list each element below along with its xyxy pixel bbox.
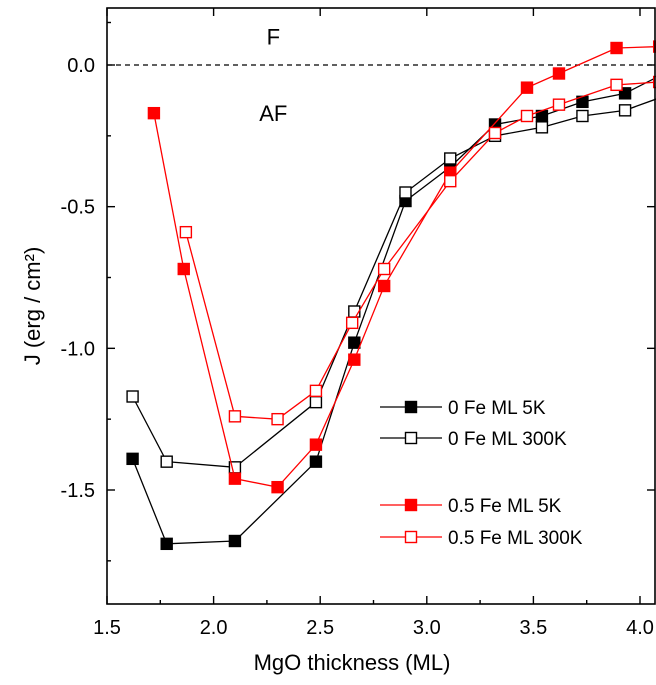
data-point [377,262,391,276]
series-line [185,81,656,420]
data-point [271,412,284,426]
data-point [444,174,457,188]
annotations: F AF [259,25,287,126]
series-1 [126,98,656,474]
y-tick-label: -1.5 [61,480,95,502]
data-point [228,472,242,485]
data-point [348,336,361,349]
data-point [610,78,623,92]
data-point [348,353,361,366]
data-point [126,452,139,466]
ticks: 1.5 2.0 2.5 3.0 3.5 4.0 0.0 -0.5 -1.0 -1.5 [61,8,655,639]
y-tick-label: 0.0 [67,55,95,77]
x-tick-label: 3.0 [413,617,441,639]
legend-entry: 0.5 Fe ML 5K [380,496,562,517]
series-layer [126,40,656,551]
data-point [179,225,193,239]
series-line [131,76,656,545]
series-3 [179,75,656,426]
data-point [271,480,284,494]
data-point [309,455,323,468]
legend-label: 0.5 Fe ML 5K [448,496,562,517]
data-point [126,390,139,403]
data-point [309,395,323,409]
y-tick-label: -1.0 [61,338,95,360]
data-point [377,279,391,293]
x-tick-label: 3.5 [519,617,547,639]
data-point [228,534,242,548]
data-point [228,410,242,423]
data-point [488,126,502,140]
data-point [309,384,323,398]
data-point [177,262,190,276]
data-point [618,104,632,117]
data-point [345,316,359,330]
data-point [552,98,566,111]
y-tick-label: -0.5 [61,197,95,219]
data-point [535,121,549,134]
data-point [618,87,632,100]
data-point [444,152,457,165]
plot-frame [106,7,656,605]
data-point [160,455,173,468]
legend-marker [404,498,418,512]
data-point [309,438,323,451]
legend-entry: 0 Fe ML 300K [380,429,567,450]
legend-entry: 0.5 Fe ML 300K [380,528,583,549]
data-point [520,109,534,123]
legend-label: 0.5 Fe ML 300K [448,528,583,549]
data-point [520,81,534,94]
x-tick-label: 2.0 [200,617,228,639]
annotation-af: AF [259,101,287,126]
x-tick-label: 1.5 [93,617,121,639]
x-axis-title: MgO thickness (ML) [254,650,451,675]
series-line [132,98,656,469]
annotation-f: F [267,25,280,50]
data-point [576,109,589,123]
legend-label: 0 Fe ML 300K [448,429,567,450]
x-tick-label: 2.5 [306,617,334,639]
legend-marker [404,400,418,414]
y-axis-title: J (erg / cm²) [20,247,45,366]
data-point [552,67,566,80]
data-point [399,186,412,199]
data-point [160,537,173,551]
legend-entry: 0 Fe ML 5K [380,398,546,419]
series-2 [147,40,656,494]
axes [106,7,656,605]
legend-label: 0 Fe ML 5K [448,398,546,419]
series-line [153,46,656,488]
legend-marker [404,431,418,445]
x-tick-label: 4.0 [626,617,654,639]
data-point [610,41,623,55]
legend-marker [404,530,418,544]
data-point [147,106,161,120]
legend: 0 Fe ML 5K 0 Fe ML 300K 0.5 Fe ML 5K 0.5 Fe… [380,398,583,549]
